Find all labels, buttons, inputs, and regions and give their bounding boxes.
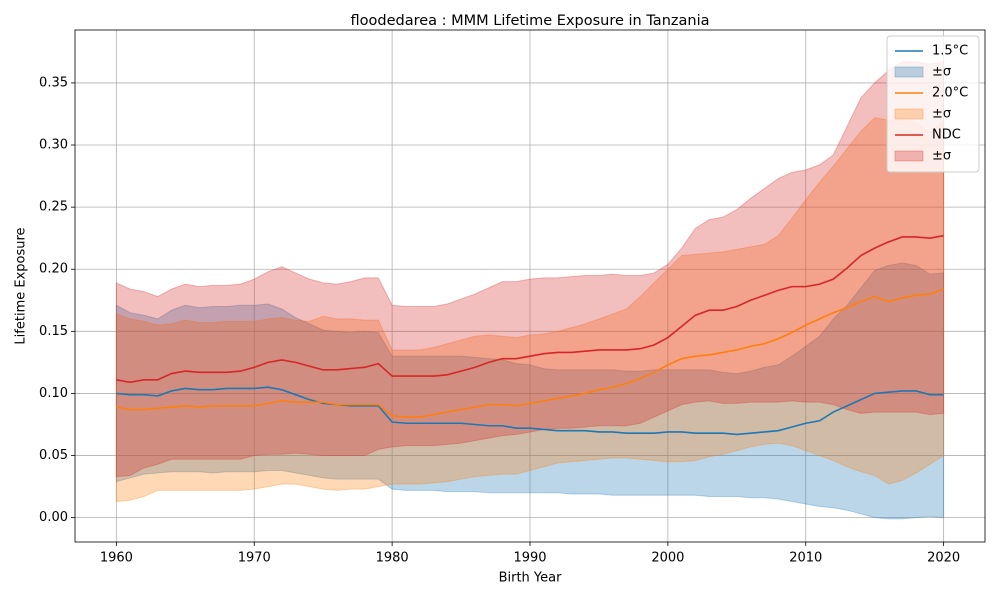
x-tick-label: 1990 [513,551,546,566]
x-tick-label: 1960 [100,551,133,566]
legend-box [886,35,980,173]
y-tick-label: 0.10 [39,386,68,401]
band [115,117,945,503]
y-axis-label: Lifetime Exposure [14,227,29,344]
legend-band [894,66,924,78]
line [116,288,944,418]
y-tick-label: 0.25 [39,200,68,215]
x-tick-label: 1970 [238,551,271,566]
x-tick-label: 1980 [376,551,409,566]
y-tick-label: 0.20 [39,262,68,277]
line [116,234,944,384]
band [115,61,945,478]
legend-band [894,150,924,162]
legend-label: 1.5°C [932,44,968,59]
y-tick-label: 0.15 [39,324,68,339]
legend-label: ±σ [932,149,951,164]
legend-label: 2.0°C [932,86,968,101]
axes-frame [74,29,986,543]
legend-label: ±σ [932,65,951,80]
y-tick-label: 0.30 [39,138,68,153]
x-tick-label: 2010 [789,551,822,566]
band [115,262,945,520]
x-axis-label: Birth Year [499,571,563,586]
legend-label: ±σ [932,107,951,122]
y-tick-label: 0.35 [39,75,68,90]
y-tick-label: 0.00 [39,510,68,525]
chart-title: floodedarea : MMM Lifetime Exposure in T… [351,13,710,29]
plot-area [115,61,945,520]
legend-label: NDC [932,128,961,143]
line [116,386,944,436]
legend-band [894,108,924,120]
x-tick-label: 2000 [651,551,684,566]
y-tick-label: 0.05 [39,448,68,463]
x-tick-label: 2020 [927,551,960,566]
